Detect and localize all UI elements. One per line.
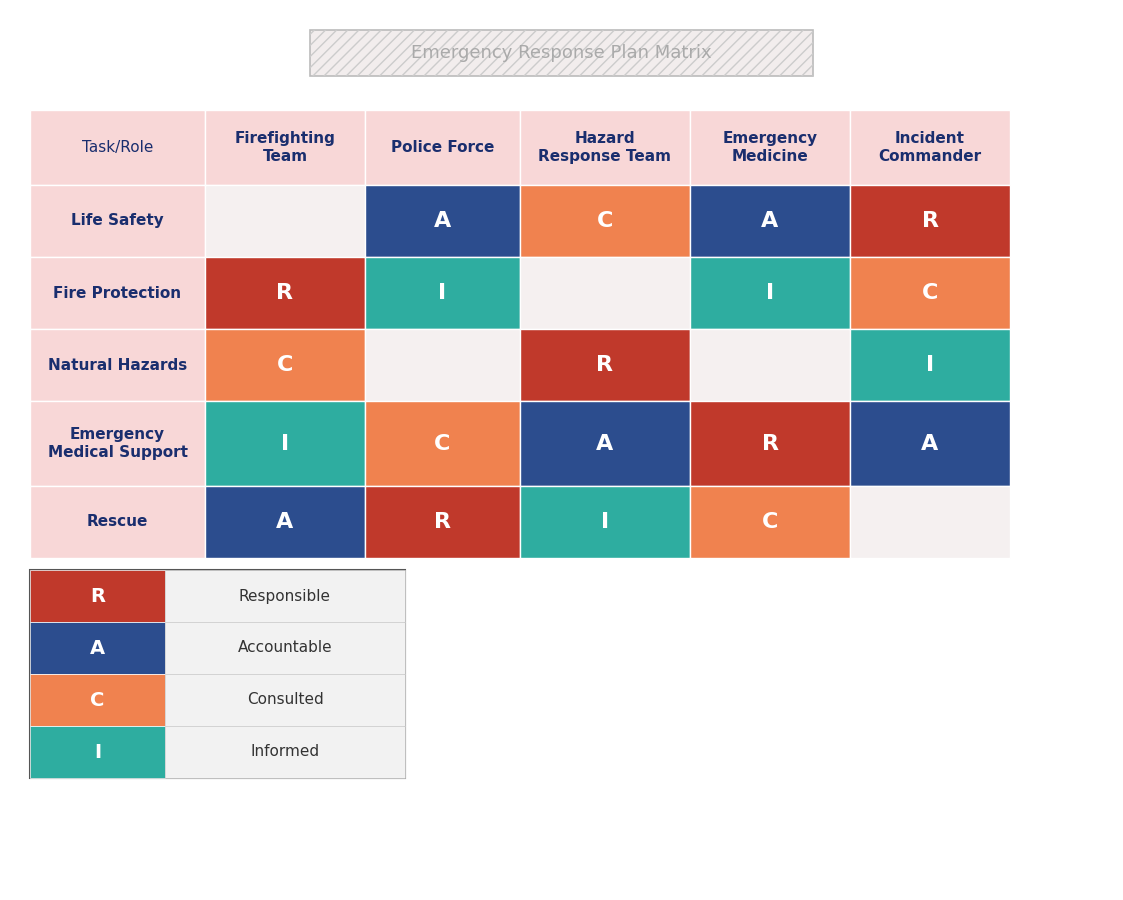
FancyBboxPatch shape	[850, 329, 1010, 401]
FancyBboxPatch shape	[520, 110, 690, 185]
FancyBboxPatch shape	[690, 185, 850, 257]
Text: Rescue: Rescue	[86, 515, 148, 529]
FancyBboxPatch shape	[850, 185, 1010, 257]
Text: Hazard
Response Team: Hazard Response Team	[539, 131, 672, 164]
FancyBboxPatch shape	[690, 110, 850, 185]
FancyBboxPatch shape	[365, 401, 520, 486]
Text: R: R	[433, 512, 451, 532]
Text: Emergency
Medical Support: Emergency Medical Support	[47, 428, 188, 460]
FancyBboxPatch shape	[520, 486, 690, 558]
FancyBboxPatch shape	[365, 329, 520, 401]
Text: Accountable: Accountable	[238, 641, 332, 655]
Text: C: C	[761, 512, 778, 532]
FancyBboxPatch shape	[690, 486, 850, 558]
FancyBboxPatch shape	[165, 726, 405, 778]
FancyBboxPatch shape	[690, 257, 850, 329]
FancyBboxPatch shape	[30, 257, 206, 329]
Text: C: C	[922, 283, 938, 303]
Text: C: C	[435, 434, 450, 454]
Text: Firefighting
Team: Firefighting Team	[235, 131, 336, 164]
Text: C: C	[276, 355, 293, 375]
Text: Informed: Informed	[250, 744, 320, 760]
Text: Incident
Commander: Incident Commander	[878, 131, 982, 164]
Text: Emergency
Medicine: Emergency Medicine	[722, 131, 818, 164]
Text: I: I	[601, 512, 609, 532]
Text: Responsible: Responsible	[239, 589, 331, 604]
Text: I: I	[926, 355, 934, 375]
Text: A: A	[276, 512, 293, 532]
Text: Life Safety: Life Safety	[71, 213, 164, 229]
Text: A: A	[761, 211, 778, 231]
Text: I: I	[766, 283, 774, 303]
FancyBboxPatch shape	[165, 674, 405, 726]
Text: R: R	[90, 587, 104, 606]
FancyBboxPatch shape	[520, 257, 690, 329]
FancyBboxPatch shape	[30, 110, 206, 185]
FancyBboxPatch shape	[30, 622, 165, 674]
FancyBboxPatch shape	[310, 30, 813, 76]
Text: A: A	[596, 434, 613, 454]
Text: Police Force: Police Force	[391, 140, 494, 155]
FancyBboxPatch shape	[690, 401, 850, 486]
Text: A: A	[921, 434, 939, 454]
FancyBboxPatch shape	[206, 329, 365, 401]
FancyBboxPatch shape	[206, 257, 365, 329]
Text: I: I	[281, 434, 289, 454]
FancyBboxPatch shape	[30, 401, 206, 486]
FancyBboxPatch shape	[30, 110, 1010, 558]
FancyBboxPatch shape	[850, 486, 1010, 558]
FancyBboxPatch shape	[206, 110, 365, 185]
FancyBboxPatch shape	[30, 185, 206, 257]
FancyBboxPatch shape	[30, 570, 165, 622]
Text: R: R	[922, 211, 939, 231]
Text: R: R	[276, 283, 293, 303]
FancyBboxPatch shape	[30, 329, 206, 401]
Text: Emergency Response Plan Matrix: Emergency Response Plan Matrix	[411, 44, 712, 62]
FancyBboxPatch shape	[690, 329, 850, 401]
Text: Fire Protection: Fire Protection	[54, 285, 182, 301]
FancyBboxPatch shape	[30, 674, 165, 726]
FancyBboxPatch shape	[206, 185, 365, 257]
Text: I: I	[438, 283, 447, 303]
Text: A: A	[90, 638, 106, 658]
FancyBboxPatch shape	[520, 401, 690, 486]
FancyBboxPatch shape	[30, 486, 206, 558]
Text: Consulted: Consulted	[247, 692, 323, 707]
Text: Task/Role: Task/Role	[82, 140, 153, 155]
Text: C: C	[596, 211, 613, 231]
FancyBboxPatch shape	[30, 726, 165, 778]
Text: R: R	[761, 434, 778, 454]
Text: Natural Hazards: Natural Hazards	[48, 357, 188, 373]
FancyBboxPatch shape	[520, 329, 690, 401]
FancyBboxPatch shape	[365, 486, 520, 558]
Text: C: C	[90, 690, 104, 709]
FancyBboxPatch shape	[365, 257, 520, 329]
FancyBboxPatch shape	[850, 401, 1010, 486]
FancyBboxPatch shape	[850, 110, 1010, 185]
Text: R: R	[596, 355, 613, 375]
Text: I: I	[94, 742, 101, 761]
FancyBboxPatch shape	[365, 110, 520, 185]
FancyBboxPatch shape	[165, 570, 405, 622]
FancyBboxPatch shape	[850, 257, 1010, 329]
FancyBboxPatch shape	[206, 401, 365, 486]
FancyBboxPatch shape	[206, 486, 365, 558]
Text: A: A	[433, 211, 451, 231]
FancyBboxPatch shape	[520, 185, 690, 257]
FancyBboxPatch shape	[365, 185, 520, 257]
FancyBboxPatch shape	[30, 570, 405, 778]
FancyBboxPatch shape	[165, 622, 405, 674]
